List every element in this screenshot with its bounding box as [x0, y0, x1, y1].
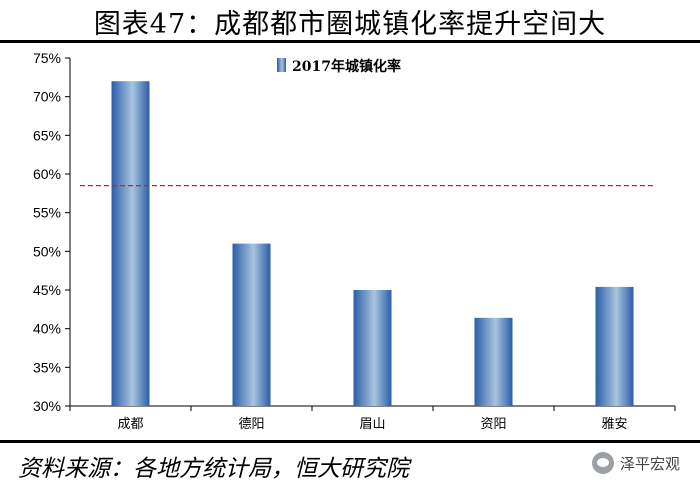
title-rule — [0, 40, 700, 43]
x-tick-label: 成都 — [117, 417, 143, 432]
bar-chart: 30% 35% 40% 45% 50% 55% 60% 65% 70% 75% 成都 德阳 眉山 资阳 雅安… — [33, 50, 676, 432]
chart-title: 图表47：成都都市圈城镇化率提升空间大 — [93, 9, 607, 40]
wechat-icon — [591, 452, 614, 474]
legend-label: 2017年城镇化率 — [292, 58, 401, 75]
y-tick-label: 70% — [33, 89, 61, 105]
watermark: 泽平宏观 — [591, 452, 680, 474]
bar-4 — [474, 317, 513, 406]
y-tick-label: 55% — [33, 205, 61, 221]
y-tick-label: 50% — [33, 243, 61, 259]
legend-swatch — [277, 58, 286, 72]
y-tick-label: 40% — [33, 321, 61, 337]
y-tick-label: 30% — [33, 398, 61, 414]
y-tick-label: 45% — [33, 282, 61, 298]
y-tick-label: 60% — [33, 166, 61, 182]
x-tick-label: 雅安 — [601, 417, 627, 432]
bar-3 — [353, 290, 392, 406]
x-tick-label: 德阳 — [238, 417, 264, 432]
source-note: 资料来源：各地方统计局，恒大研究院 — [18, 456, 409, 482]
y-tick-label: 35% — [33, 359, 61, 375]
y-tick-label: 75% — [33, 50, 61, 66]
bar-1 — [111, 81, 150, 406]
bar-5 — [595, 286, 634, 406]
footer-rule — [0, 440, 700, 443]
watermark-text: 泽平宏观 — [619, 454, 680, 473]
x-tick-label: 资阳 — [480, 417, 506, 432]
y-tick-label: 65% — [33, 127, 61, 143]
x-tick-label: 眉山 — [359, 417, 385, 432]
bar-2 — [232, 243, 271, 406]
